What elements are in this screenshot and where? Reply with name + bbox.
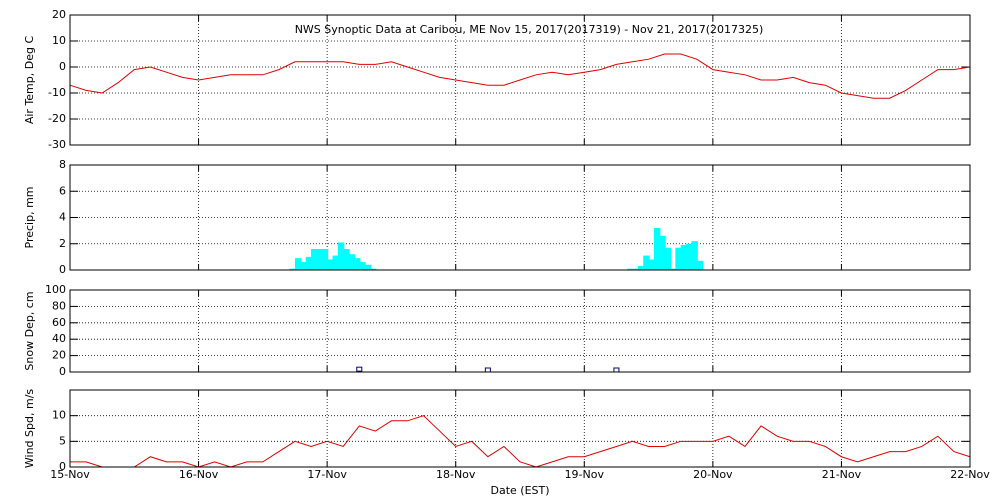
- x-tick-label: 22-Nov: [950, 468, 990, 481]
- point: [356, 366, 363, 372]
- y-tick-label: 10: [52, 34, 66, 47]
- bar: [659, 235, 666, 270]
- bar: [653, 228, 661, 270]
- bar: [305, 256, 313, 270]
- bar: [686, 243, 693, 270]
- y-axis-label: Precip, mm: [23, 187, 36, 249]
- chart-title: NWS Synoptic Data at Caribou, ME Nov 15,…: [295, 23, 764, 36]
- y-tick-label: 10: [52, 409, 66, 422]
- plot-frame: [69, 164, 971, 271]
- y-tick-label: 4: [59, 211, 66, 224]
- bar: [632, 268, 639, 270]
- x-tick-label: 21-Nov: [822, 468, 862, 481]
- bar: [670, 268, 677, 270]
- x-tick-label: 15-Nov: [50, 468, 90, 481]
- y-tick-label: -10: [48, 86, 66, 99]
- bar: [327, 259, 334, 270]
- y-tick-label: 0: [59, 263, 66, 276]
- y-tick-label: 20: [52, 349, 66, 362]
- bar: [664, 247, 672, 270]
- bar: [648, 259, 655, 270]
- y-tick-label: 5: [59, 434, 66, 447]
- point: [613, 367, 620, 373]
- x-axis-label: Date (EST): [490, 484, 549, 497]
- bar: [353, 258, 361, 270]
- bar: [316, 249, 323, 270]
- y-tick-label: 40: [52, 332, 66, 345]
- x-tick-label: 19-Nov: [565, 468, 605, 481]
- bar: [675, 247, 682, 270]
- bar: [643, 255, 650, 270]
- bar: [348, 254, 355, 270]
- y-tick-label: 0: [59, 365, 66, 378]
- y-tick-label: 6: [59, 184, 66, 197]
- bar: [637, 266, 645, 270]
- y-tick-label: 20: [52, 8, 66, 21]
- y-tick-label: -20: [48, 112, 66, 125]
- panel: -30 -20 -10 0 10 20 Air Temp, Deg C: [23, 8, 971, 151]
- bar: [343, 249, 350, 270]
- y-tick-label: 8: [59, 158, 66, 171]
- bar: [364, 264, 372, 270]
- bar: [691, 241, 698, 270]
- bar: [300, 262, 307, 270]
- panel: 15-Nov 16-Nov 17-Nov 18-Nov 19-Nov 20-Nov 21-N…: [23, 389, 990, 497]
- plot-frame: [69, 389, 971, 468]
- plot-frame: [69, 14, 971, 146]
- bar: [337, 242, 345, 270]
- bar: [696, 260, 704, 270]
- bar: [359, 262, 366, 270]
- y-tick-label: 60: [52, 316, 66, 329]
- bar: [332, 255, 339, 270]
- panel: 0 2 4 6 8 Precip, mm: [23, 158, 971, 276]
- y-tick-label: 0: [59, 460, 66, 473]
- temp-line: [70, 415, 971, 468]
- bar: [295, 258, 302, 270]
- y-axis-label: Snow Dep, cm: [23, 291, 36, 370]
- x-tick-label: 16-Nov: [179, 468, 219, 481]
- point: [484, 367, 491, 373]
- bar: [680, 245, 688, 270]
- y-tick-label: 80: [52, 299, 66, 312]
- y-tick-label: 2: [59, 237, 66, 250]
- bar: [311, 249, 318, 270]
- y-tick-label: -30: [48, 138, 66, 151]
- bar: [627, 268, 634, 270]
- x-tick-label: 18-Nov: [436, 468, 476, 481]
- x-tick-label: 20-Nov: [693, 468, 733, 481]
- y-axis-label: Wind Spd, m/s: [23, 389, 36, 469]
- y-tick-label: 100: [45, 283, 66, 296]
- plot-frame: [69, 289, 971, 373]
- x-tick-label: 17-Nov: [307, 468, 347, 481]
- bar: [370, 268, 377, 270]
- temp-line: [69, 53, 971, 99]
- y-tick-label: 0: [59, 60, 66, 73]
- bar: [321, 249, 329, 270]
- y-axis-label: Air Temp, Deg C: [23, 36, 36, 125]
- panel: 0 20 40 60 80 100 Snow Dep, cm: [23, 283, 971, 378]
- bar: [289, 268, 297, 270]
